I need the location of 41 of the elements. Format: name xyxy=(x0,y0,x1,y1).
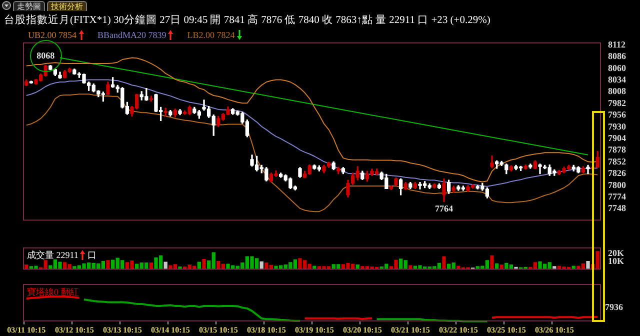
x-tick-label: 03/11 10:15 xyxy=(7,325,46,334)
chart-title: 台股指數近月(FITX*1) 30分鐘圖 27日 09:45 開 7841 高 7876 低 7840 收 7863↑點 量 22911 口 +23 (+0.29%) xyxy=(4,13,490,27)
x-tick-label: 03/13 10:15 xyxy=(102,325,142,334)
y-tick-label: 8086 xyxy=(608,51,626,62)
y-tick-label: 8034 xyxy=(608,74,626,85)
x-tick-label: 03/20 10:15 xyxy=(342,325,382,334)
x-tick-label: 03/26 10:15 xyxy=(534,325,574,334)
y-tick-label: 8008 xyxy=(608,86,626,96)
x-tick-label: 03/22 10:15 xyxy=(438,325,478,334)
chart-title: 寶塔線0 翻紅 xyxy=(27,287,79,297)
x-tick-label: 03/21 10:15 xyxy=(390,325,430,334)
x-tick-label: 03/15 10:15 xyxy=(198,325,238,334)
y-tick-label: 8112 xyxy=(608,39,626,50)
annotation: 口 xyxy=(87,250,96,260)
y-tick-label: 7748 xyxy=(608,203,626,214)
y-tick-label: 7878 xyxy=(608,144,626,155)
x-tick-label: 03/25 10:15 xyxy=(486,325,526,334)
y-tick-label: 7904 xyxy=(608,133,626,144)
y-tick-label: 7956 xyxy=(608,110,626,120)
x-tick-label: 03/18 10:15 xyxy=(246,325,286,334)
y-tick-label: 7852 xyxy=(608,156,626,166)
text: LB2.00 7824 xyxy=(187,30,235,40)
y-tick-label: 8060 xyxy=(608,62,626,73)
chart-title: 成交量 22911 xyxy=(27,250,78,260)
y-tick-label: 7982 xyxy=(608,98,626,108)
text: 7936 xyxy=(605,302,623,312)
text: 技術分析 xyxy=(47,0,87,10)
text: BBandMA20 7839 xyxy=(98,30,166,40)
y-tick-label: 7774 xyxy=(608,192,626,202)
text: UB2.00 7854 xyxy=(28,30,77,40)
annotation: 7764 xyxy=(435,204,454,214)
y-tick-label: 7826 xyxy=(608,168,626,178)
y-tick-label: 10K xyxy=(608,256,624,266)
y-tick-label: 20K xyxy=(608,248,624,258)
y-tick-label: 7800 xyxy=(608,180,626,190)
x-tick-label: 03/12 10:15 xyxy=(54,325,94,334)
annotation: 8068 xyxy=(36,50,56,61)
x-tick-label: 03/14 10:15 xyxy=(150,325,190,334)
y-tick-label: 7930 xyxy=(608,121,626,132)
x-tick-label: 03/19 10:15 xyxy=(294,325,334,334)
text: 走勢圖 xyxy=(13,0,45,10)
